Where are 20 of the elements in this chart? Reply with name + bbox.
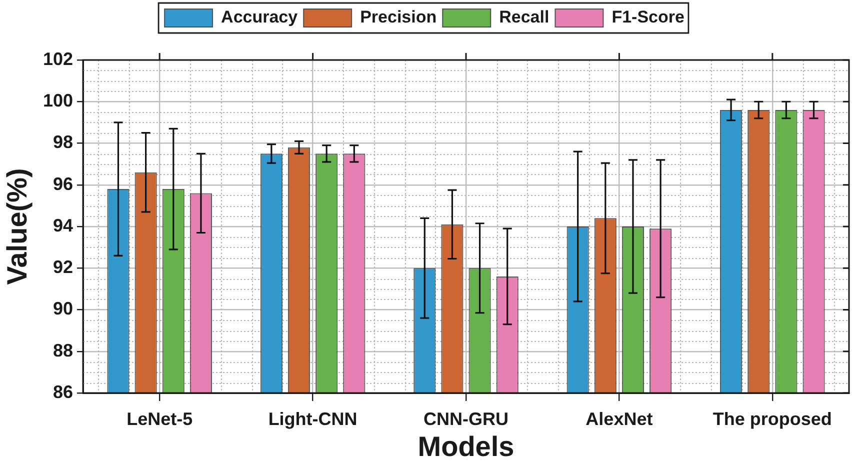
y-tick-label: 100 [42,90,73,111]
x-tick-label: The proposed [712,408,832,429]
legend-label: Accuracy [221,8,298,27]
x-axis-title: Models [418,430,514,462]
x-tick-label: AlexNet [586,408,653,429]
y-tick-label: 102 [42,48,73,69]
y-tick-label: 96 [52,174,73,194]
legend-label: F1-Score [612,8,684,27]
x-tick-label: Light-CNN [268,408,358,429]
legend-label: Precision [360,8,437,27]
y-tick-label: 90 [52,298,73,319]
x-tick-label: LeNet-5 [126,408,193,429]
y-tick-label: 98 [52,132,73,152]
y-tick-label: 88 [52,340,73,360]
y-tick-label: 86 [52,382,73,402]
y-axis-title: Value(%) [2,168,33,285]
x-tick-label: CNN-GRU [424,408,508,429]
legend-label: Recall [499,8,550,27]
y-tick-label: 92 [52,257,73,278]
y-tick-label: 94 [52,215,73,236]
